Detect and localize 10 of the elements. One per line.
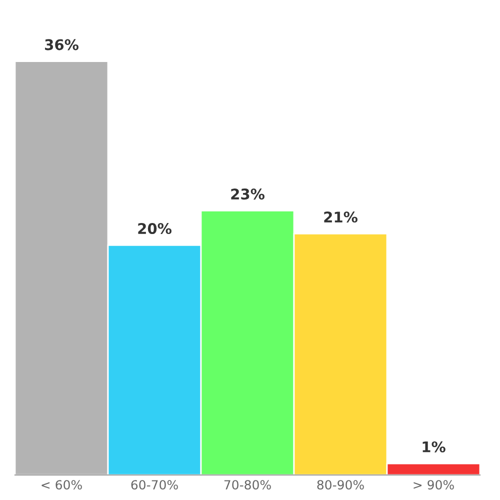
data-label: 1% — [422, 441, 446, 452]
x-tick-label: 60-70% — [131, 480, 178, 490]
x-tick-label: < 60% — [42, 480, 82, 490]
x-tick-label: 70-80% — [224, 480, 271, 490]
data-label: 20% — [138, 223, 172, 234]
data-label: 36% — [45, 39, 78, 50]
x-tick-label: 80-90% — [317, 480, 364, 490]
data-label: 23% — [231, 188, 264, 200]
x-tick-label: > 90% — [414, 480, 454, 490]
data-label: 21% — [324, 212, 358, 223]
